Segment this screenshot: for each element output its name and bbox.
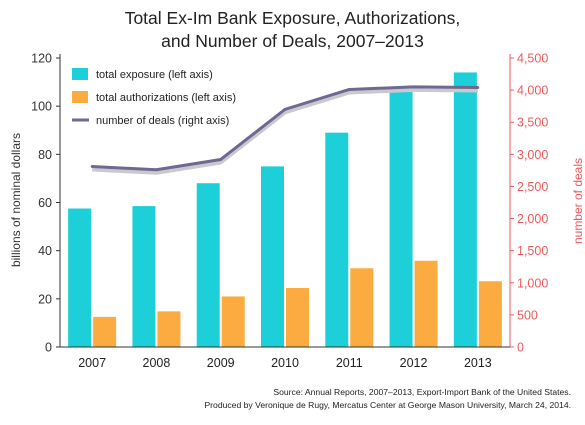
x-tick-label-2013: 2013 bbox=[464, 356, 492, 370]
x-tick-label-2008: 2008 bbox=[143, 356, 171, 370]
legend-swatch-1 bbox=[72, 68, 88, 80]
x-tick-label-2011: 2011 bbox=[336, 356, 363, 370]
y-right-tick-label-2,000: 2,000 bbox=[517, 212, 548, 226]
legend-label-2: total authorizations (left axis) bbox=[96, 92, 236, 104]
y-right-tick-label-4,000: 4,000 bbox=[517, 84, 548, 98]
chart-title-line-1: Total Ex-Im Bank Exposure, Authorization… bbox=[124, 8, 461, 28]
bar-authorizations-2009 bbox=[221, 296, 245, 347]
y-right-tick-label-4,500: 4,500 bbox=[517, 52, 548, 66]
deals-point-2008 bbox=[155, 168, 158, 172]
y-left-tick-label-100: 100 bbox=[31, 100, 52, 114]
legend-label-3: number of deals (right axis) bbox=[96, 115, 229, 127]
deals-point-2007 bbox=[90, 165, 94, 168]
bars-group bbox=[68, 72, 502, 347]
bar-authorizations-2013 bbox=[478, 281, 502, 347]
y-left-tick-label-120: 120 bbox=[31, 52, 52, 66]
bar-exposure-2013 bbox=[453, 72, 477, 347]
source-line-2: Produced by Veronique de Rugy, Mercatus … bbox=[204, 400, 571, 410]
x-tick-label-2010: 2010 bbox=[271, 356, 299, 370]
bar-exposure-2008 bbox=[132, 206, 156, 347]
bar-exposure-2009 bbox=[196, 183, 220, 347]
y-right-tick-label-2,500: 2,500 bbox=[517, 180, 548, 194]
deals-point-2012 bbox=[412, 85, 415, 89]
y-left-tick-label-20: 20 bbox=[38, 292, 52, 306]
deals-point-2009 bbox=[219, 158, 223, 161]
y-right-tick-label-1,500: 1,500 bbox=[517, 244, 548, 258]
y-right-tick-label-500: 500 bbox=[517, 308, 538, 322]
y-right-tick-label-0: 0 bbox=[517, 341, 524, 355]
x-tick-label-2012: 2012 bbox=[400, 356, 428, 370]
y-left-tick-label-40: 40 bbox=[38, 244, 52, 258]
x-tick-label-2009: 2009 bbox=[207, 356, 235, 370]
bar-exposure-2012 bbox=[389, 90, 413, 347]
bar-exposure-2007 bbox=[68, 208, 92, 347]
deals-line-shadow bbox=[92, 87, 478, 175]
y-left-tick-label-80: 80 bbox=[38, 148, 52, 162]
bar-authorizations-2010 bbox=[286, 287, 309, 347]
bar-authorizations-2007 bbox=[93, 316, 117, 347]
axes-group: 0 20 40 60 80 100 120 0 500 1,000 1,500 2,000 2,500 3… bbox=[31, 52, 548, 371]
legend: total exposure (left axis) total authoriz… bbox=[72, 68, 236, 127]
y-right-tick-label-3,000: 3,000 bbox=[517, 148, 548, 162]
deals-point-2010 bbox=[283, 107, 287, 111]
y-right-tick-label-1,000: 1,000 bbox=[517, 276, 548, 290]
y-left-tick-label-0: 0 bbox=[45, 341, 52, 355]
x-tick-label-2007: 2007 bbox=[78, 356, 106, 370]
source-line-1: Source: Annual Reports, 2007–2013, Expor… bbox=[273, 387, 571, 397]
bar-authorizations-2011 bbox=[350, 268, 374, 347]
bar-exposure-2011 bbox=[325, 132, 349, 347]
bar-authorizations-2008 bbox=[157, 311, 181, 347]
deals-line-group bbox=[90, 85, 480, 175]
legend-swatch-2 bbox=[72, 91, 88, 103]
deals-point-2013 bbox=[476, 86, 480, 89]
bar-exposure-2010 bbox=[261, 166, 284, 347]
y-left-tick-label-60: 60 bbox=[38, 196, 52, 210]
deals-point-2011 bbox=[347, 88, 351, 91]
legend-label-1: total exposure (left axis) bbox=[96, 69, 213, 81]
bar-authorizations-2012 bbox=[414, 260, 438, 347]
y-right-tick-label-3,500: 3,500 bbox=[517, 116, 548, 130]
chart-title-line-2: and Number of Deals, 2007–2013 bbox=[161, 31, 424, 51]
